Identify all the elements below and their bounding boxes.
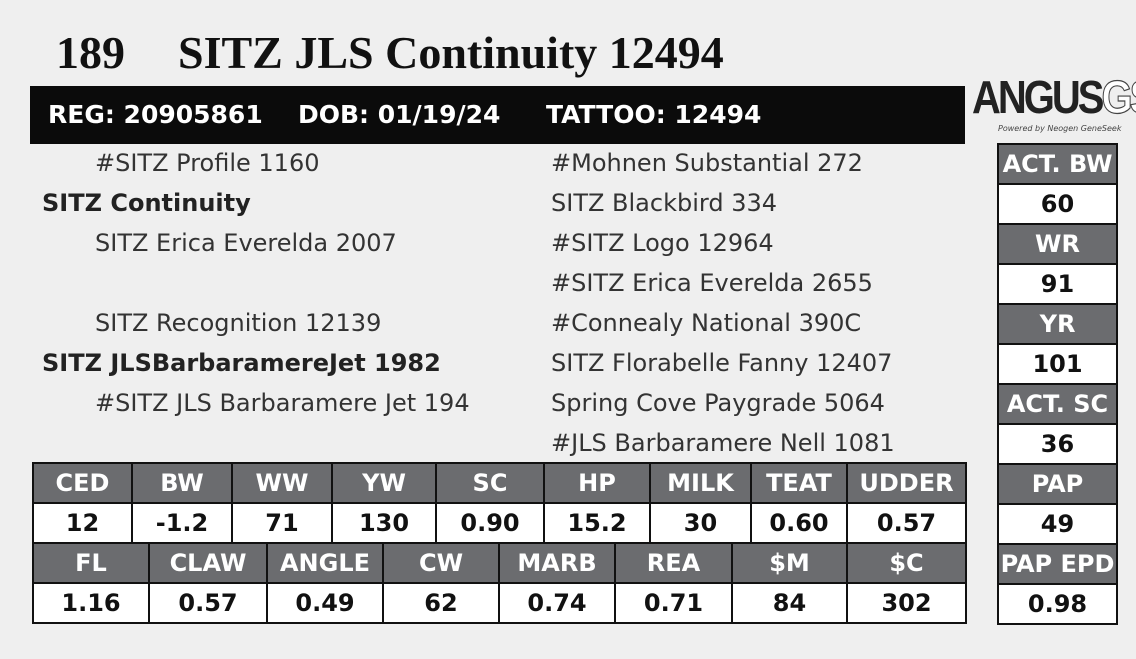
epd-value: 15.2: [543, 502, 651, 544]
epd-value: 0.57: [148, 582, 268, 624]
epd-value: 0.90: [435, 502, 545, 544]
epd-header: CLAW: [148, 542, 268, 584]
epd-value: 62: [382, 582, 500, 624]
epd-header: CED: [32, 462, 133, 504]
info-bar: [30, 86, 965, 144]
epd-header: SC: [435, 462, 545, 504]
pedigree-right: SITZ Blackbird 334: [551, 189, 777, 217]
epd-header: ANGLE: [266, 542, 384, 584]
epd-header: HP: [543, 462, 651, 504]
stat-value: 91: [997, 263, 1118, 305]
epd-header: UDDER: [846, 462, 967, 504]
epd-value: 0.49: [266, 582, 384, 624]
pedigree-right: #SITZ Logo 12964: [551, 229, 774, 257]
epd-header: CW: [382, 542, 500, 584]
lot-number: 189: [56, 27, 125, 78]
epd-value: 30: [649, 502, 752, 544]
pedigree-left: SITZ JLSBarbaramereJet 1982: [42, 349, 441, 377]
stat-label: ACT. SC: [997, 383, 1118, 425]
epd-header: FL: [32, 542, 150, 584]
birth-date: DOB: 01/19/24: [298, 100, 501, 129]
epd-header: $M: [731, 542, 848, 584]
stat-label: PAP: [997, 463, 1118, 505]
logo-main: ANGUS: [972, 72, 1104, 124]
epd-header: WW: [231, 462, 333, 504]
epd-header: $C: [846, 542, 967, 584]
pedigree-left: SITZ Continuity: [42, 189, 251, 217]
epd-value: 0.57: [846, 502, 967, 544]
epd-value: 12: [32, 502, 133, 544]
logo-suffix: GS: [1101, 72, 1136, 124]
epd-value: 1.16: [32, 582, 150, 624]
pedigree-left: #SITZ Profile 1160: [95, 149, 320, 177]
pedigree-left: #SITZ JLS Barbaramere Jet 194: [95, 389, 470, 417]
stat-label: ACT. BW: [997, 143, 1118, 185]
epd-header: TEAT: [750, 462, 848, 504]
stat-label: WR: [997, 223, 1118, 265]
stat-value: 49: [997, 503, 1118, 545]
epd-value: -1.2: [131, 502, 233, 544]
epd-value: 0.71: [614, 582, 733, 624]
pedigree-right: SITZ Florabelle Fanny 12407: [551, 349, 893, 377]
pedigree-right: Spring Cove Paygrade 5064: [551, 389, 885, 417]
epd-value: 130: [331, 502, 437, 544]
epd-value: 71: [231, 502, 333, 544]
stat-value: 101: [997, 343, 1118, 385]
animal-name: SITZ JLS Continuity 12494: [178, 27, 724, 78]
stat-value: 60: [997, 183, 1118, 225]
pedigree-right: #Mohnen Substantial 272: [551, 149, 863, 177]
logo-tagline: Powered by Neogen GeneSeek: [998, 124, 1122, 133]
stat-value: 36: [997, 423, 1118, 465]
epd-value: 302: [846, 582, 967, 624]
epd-value: 0.60: [750, 502, 848, 544]
epd-value: 84: [731, 582, 848, 624]
epd-header: MARB: [498, 542, 616, 584]
pedigree-left: SITZ Erica Everelda 2007: [95, 229, 397, 257]
epd-header: REA: [614, 542, 733, 584]
logo: ANGUSGS: [972, 72, 1136, 125]
epd-header: YW: [331, 462, 437, 504]
stat-value: 0.98: [997, 583, 1118, 625]
epd-header: MILK: [649, 462, 752, 504]
tattoo: TATTOO: 12494: [546, 100, 762, 129]
pedigree-right: #JLS Barbaramere Nell 1081: [551, 429, 895, 457]
stat-label: PAP EPD: [997, 543, 1118, 585]
epd-value: 0.74: [498, 582, 616, 624]
pedigree-right: #Connealy National 390C: [551, 309, 862, 337]
pedigree-left: SITZ Recognition 12139: [95, 309, 382, 337]
pedigree-right: #SITZ Erica Everelda 2655: [551, 269, 873, 297]
reg-number: REG: 20905861: [48, 100, 263, 129]
epd-header: BW: [131, 462, 233, 504]
stat-label: YR: [997, 303, 1118, 345]
